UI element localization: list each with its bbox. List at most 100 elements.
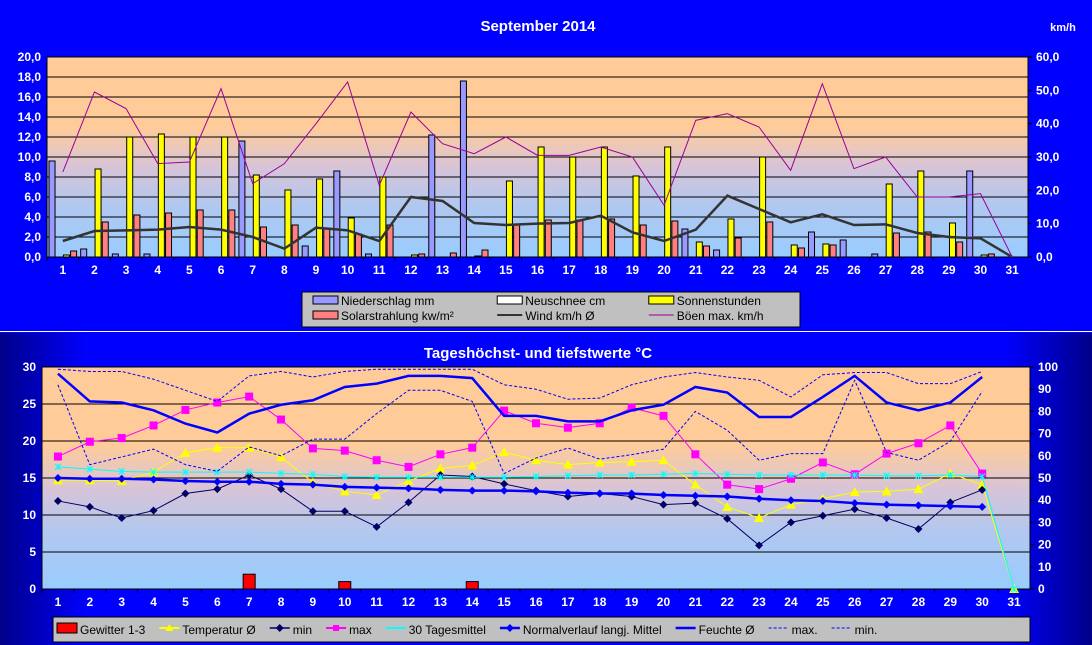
right-axis-tick-label: 70 bbox=[1038, 427, 1052, 441]
left-axis-tick-label: 16,0 bbox=[18, 90, 42, 104]
point-30-tagesmittel bbox=[787, 471, 795, 479]
legend-swatch-neuschnee bbox=[496, 295, 523, 305]
x-axis-tick-label: 14 bbox=[468, 263, 482, 277]
bar-solarstrahlung-kw-m bbox=[70, 250, 78, 258]
bar-niederschlag-mm bbox=[681, 228, 689, 258]
bar-sonnenstunden bbox=[347, 217, 355, 258]
x-axis-tick-label: 18 bbox=[594, 263, 608, 277]
point-normalverlauf-langj-mittel bbox=[213, 477, 222, 486]
point-normalverlauf-langj-mittel bbox=[85, 474, 94, 483]
bar-gewitter-1-3 bbox=[465, 581, 479, 590]
bar-solarstrahlung-kw-m bbox=[797, 247, 805, 258]
bar-sonnenstunden bbox=[474, 255, 482, 258]
bar-niederschlag-mm bbox=[301, 245, 309, 258]
bar-niederschlag-mm bbox=[459, 80, 467, 258]
x-axis-tick-label: 24 bbox=[784, 595, 798, 609]
bar-sonnenstunden bbox=[695, 241, 703, 258]
left-axis-tick-label: 2,0 bbox=[24, 230, 41, 244]
bar-sonnenstunden bbox=[822, 243, 830, 258]
x-axis-tick-label: 15 bbox=[499, 263, 513, 277]
bar-solarstrahlung-kw-m bbox=[354, 233, 362, 258]
bar-sonnenstunden bbox=[917, 170, 925, 258]
bar-solarstrahlung-kw-m bbox=[323, 227, 331, 258]
right-axis-tick-label: 30,0 bbox=[1036, 150, 1060, 164]
point-min bbox=[659, 500, 668, 509]
point-normalverlauf-langj-mittel bbox=[946, 502, 955, 511]
bar-sonnenstunden bbox=[505, 180, 513, 258]
x-axis-tick-label: 29 bbox=[944, 595, 958, 609]
left-axis-tick-label: 4,0 bbox=[24, 210, 41, 224]
x-axis-tick-label: 5 bbox=[182, 595, 189, 609]
point-30-tagesmittel bbox=[692, 470, 699, 477]
legend-label-30-tagesmittel: 30 Tagesmittel bbox=[409, 623, 486, 637]
x-axis-tick-label: 31 bbox=[1005, 263, 1019, 277]
bar-niederschlag-mm bbox=[808, 231, 816, 258]
point-max bbox=[882, 449, 891, 458]
x-axis-tick-label: 25 bbox=[816, 595, 830, 609]
legend-swatch-gewitter bbox=[56, 622, 78, 634]
left-axis-tick-label: 14,0 bbox=[18, 110, 42, 124]
bar-sonnenstunden bbox=[316, 178, 324, 258]
point-normalverlauf-langj-mittel bbox=[181, 476, 190, 485]
bar-solarstrahlung-kw-m bbox=[418, 253, 426, 258]
point-normalverlauf-langj-mittel bbox=[372, 483, 381, 492]
point-30-tagesmittel bbox=[883, 472, 890, 480]
bar-niederschlag-mm bbox=[238, 140, 246, 258]
point-max bbox=[755, 485, 764, 494]
point-min bbox=[978, 485, 987, 494]
x-axis-tick-label: 21 bbox=[689, 263, 703, 277]
point-max bbox=[532, 419, 540, 428]
bar-solarstrahlung-kw-m bbox=[734, 237, 742, 258]
x-axis-tick-label: 10 bbox=[341, 263, 355, 277]
point-temperatur bbox=[626, 456, 637, 466]
bar-gewitter-1-3 bbox=[242, 573, 256, 590]
x-axis-tick-label: 29 bbox=[942, 263, 956, 277]
point-30-tagesmittel bbox=[978, 473, 986, 480]
legend-label-boeen: Böen max. km/h bbox=[677, 309, 764, 323]
bar-solarstrahlung-kw-m bbox=[196, 209, 204, 258]
x-axis-tick-label: 26 bbox=[848, 595, 862, 609]
right-axis-tick-label: 40,0 bbox=[1036, 117, 1060, 131]
point-normalverlauf-langj-mittel bbox=[818, 496, 827, 505]
legend-marker-max bbox=[333, 625, 340, 631]
point-temperatur bbox=[371, 490, 382, 500]
right-axis-tick-label: 90 bbox=[1038, 382, 1052, 396]
x-axis-tick-label: 28 bbox=[912, 595, 926, 609]
point-30-tagesmittel bbox=[277, 470, 285, 477]
point-min bbox=[850, 505, 859, 514]
x-axis-tick-label: 27 bbox=[879, 263, 893, 277]
point-temperatur bbox=[531, 455, 541, 465]
point-min bbox=[914, 525, 923, 534]
point-normalverlauf-langj-mittel bbox=[563, 488, 572, 497]
x-axis-tick-label: 9 bbox=[310, 595, 317, 609]
legend-label-max: max bbox=[349, 623, 372, 637]
point-min bbox=[755, 541, 764, 550]
point-min bbox=[882, 513, 891, 522]
point-max bbox=[85, 437, 94, 446]
right-axis-tick-label: 0 bbox=[1038, 582, 1045, 596]
x-axis-tick-label: 1 bbox=[55, 595, 62, 609]
x-axis-tick-label: 22 bbox=[721, 263, 735, 277]
left-axis-tick-label: 25 bbox=[23, 397, 37, 411]
bar-niederschlag-mm bbox=[143, 253, 151, 258]
bar-solarstrahlung-kw-m bbox=[544, 219, 552, 258]
bar-niederschlag-mm bbox=[364, 253, 372, 258]
legend-swatch-solarstrahlung bbox=[312, 310, 339, 320]
bar-sonnenstunden bbox=[948, 222, 956, 258]
x-axis-tick-label: 4 bbox=[150, 595, 157, 609]
x-axis-tick-label: 23 bbox=[752, 595, 766, 609]
point-normalverlauf-langj-mittel bbox=[436, 485, 445, 494]
top-plot-area: 0,0 2,0 4,0 6,0 8,0 10,0 12,0 14,0 16,0 18,0 20,0 0… bbox=[18, 50, 1060, 277]
point-normalverlauf-langj-mittel bbox=[659, 491, 668, 500]
x-axis-tick-label: 13 bbox=[436, 263, 450, 277]
x-axis-tick-label: 2 bbox=[86, 595, 93, 609]
bar-sonnenstunden bbox=[632, 175, 640, 258]
left-axis-tick-label: 30 bbox=[23, 360, 37, 374]
point-normalverlauf-langj-mittel bbox=[595, 489, 604, 498]
right-axis-tick-label: 100 bbox=[1038, 360, 1058, 374]
legend-label-min: min bbox=[293, 623, 312, 637]
point-30-tagesmittel bbox=[915, 472, 922, 480]
point-30-tagesmittel bbox=[437, 473, 444, 481]
point-max bbox=[308, 444, 317, 453]
bar-niederschlag-mm bbox=[966, 170, 974, 258]
